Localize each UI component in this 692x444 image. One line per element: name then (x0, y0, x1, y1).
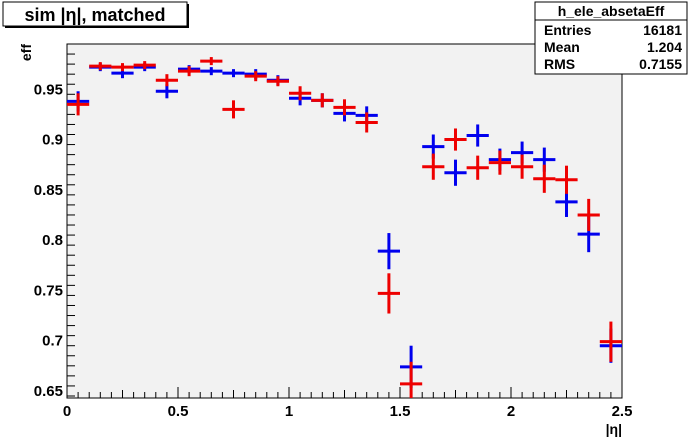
x-tick-label: 2.5 (612, 403, 633, 420)
data-point (222, 69, 245, 78)
x-axis-title: |η| (606, 421, 622, 437)
data-point (111, 63, 134, 72)
stats-mean-value: 1.204 (647, 39, 682, 55)
data-point (444, 159, 467, 186)
data-point (155, 84, 178, 99)
chart-title: sim |η|, matched (24, 5, 165, 25)
data-point (311, 93, 334, 108)
y-tick-label: 0.8 (42, 232, 63, 249)
title-box: sim |η|, matched (2, 1, 189, 28)
data-marks (67, 57, 622, 398)
y-tick-label: 0.75 (34, 282, 63, 299)
data-point (200, 57, 223, 66)
x-tick-label: 1 (285, 403, 293, 420)
axes: 0 0.5 1 1.5 2 2.5 0.65 0.7 0.75 0.8 0.85 0.9 0.95 (34, 53, 633, 420)
data-point (422, 153, 445, 180)
stats-mean-label: Mean (544, 39, 580, 55)
data-point (466, 124, 489, 147)
data-point (577, 198, 600, 232)
y-tick-label: 0.7 (42, 333, 63, 350)
y-tick-label: 0.65 (34, 383, 63, 400)
stats-entries-label: Entries (544, 22, 592, 38)
data-point (355, 112, 378, 133)
stats-entries-value: 16181 (643, 22, 682, 38)
data-point (266, 76, 289, 87)
x-tick-label: 1.5 (390, 403, 411, 420)
data-point (89, 62, 112, 71)
plot-frame (66, 43, 623, 399)
data-point (333, 99, 356, 116)
data-point (400, 361, 423, 398)
stats-rms-label: RMS (544, 56, 575, 72)
data-point (555, 165, 578, 194)
data-point (200, 67, 223, 76)
y-tick-label: 0.9 (42, 132, 63, 149)
data-point (511, 154, 534, 179)
x-tick-label: 0.5 (168, 403, 189, 420)
data-point (178, 66, 201, 77)
data-point (377, 233, 400, 270)
x-tick-label: 0 (63, 403, 71, 420)
y-axis-title: eff (18, 44, 34, 61)
data-point (155, 74, 178, 87)
data-point (444, 128, 467, 151)
data-point (289, 86, 312, 101)
stats-rms-value: 0.7155 (639, 56, 682, 72)
data-point (133, 61, 156, 70)
data-point (488, 150, 511, 175)
data-point (222, 100, 245, 119)
data-point (377, 273, 400, 314)
stats-histogram-name: h_ele_absetaEff (558, 3, 665, 19)
y-tick-label: 0.95 (34, 81, 63, 98)
data-point (244, 71, 267, 82)
x-tick-label: 2 (507, 403, 515, 420)
data-point (67, 93, 90, 116)
y-tick-label: 0.85 (34, 182, 63, 199)
data-point (466, 155, 489, 180)
data-point (533, 164, 556, 193)
stats-box: h_ele_absetaEff Entries 16181 Mean 1.204… (534, 1, 688, 75)
data-point (599, 321, 622, 362)
